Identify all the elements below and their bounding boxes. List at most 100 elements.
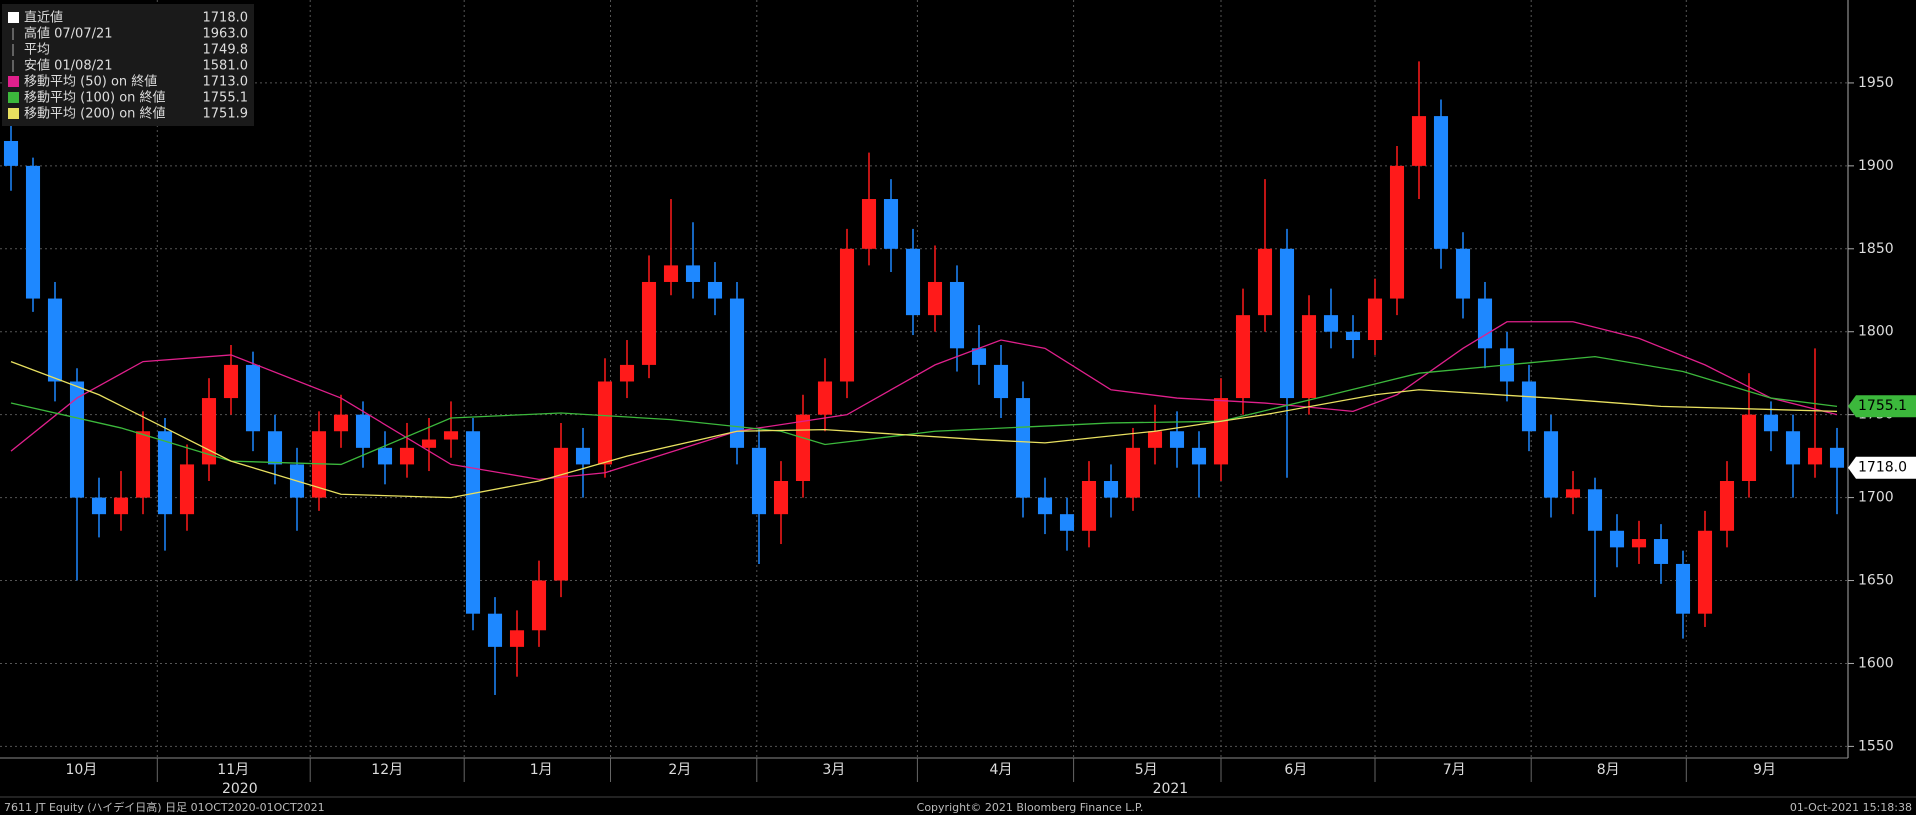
candle-body: [487, 613, 503, 647]
candle-body: [817, 381, 833, 415]
candle-body: [1367, 298, 1383, 341]
x-tick-label: 5月: [1135, 762, 1158, 778]
candle-body: [1037, 497, 1053, 515]
candle-body: [971, 348, 987, 365]
ma-line: [10, 360, 1838, 499]
x-tick-label: 3月: [822, 762, 845, 778]
legend-label: 高値 07/07/21: [24, 26, 113, 42]
year-label: 2020: [222, 781, 258, 797]
marks-layer: [3, 61, 1845, 695]
candle-body: [993, 364, 1009, 399]
y-tick-label: 1950: [1858, 75, 1894, 91]
candle-body: [1257, 248, 1273, 316]
legend-swatch: [8, 76, 19, 87]
candle-body: [1147, 431, 1163, 448]
candle-body: [465, 431, 481, 614]
candle-body: [25, 165, 41, 299]
candle-body: [1279, 248, 1295, 399]
candle-body: [1829, 447, 1845, 468]
grid-layer: [0, 0, 1848, 758]
candle-body: [1719, 481, 1735, 531]
candle-body: [927, 281, 943, 316]
candle-body: [1587, 489, 1603, 531]
price-tag-label: 1718.0: [1858, 460, 1907, 476]
x-tick-label: 1月: [530, 762, 553, 778]
y-tick-label: 1650: [1858, 573, 1894, 589]
price-tag-label: 1755.1: [1858, 398, 1907, 414]
candle-body: [47, 298, 63, 382]
candle-body: [1763, 414, 1779, 432]
candle-body: [509, 630, 525, 647]
candle-body: [245, 364, 261, 432]
candle-body: [399, 447, 415, 465]
legend-label: 移動平均 (200) on 終値: [24, 106, 166, 122]
candle-body: [553, 447, 569, 581]
candle-body: [1345, 331, 1361, 341]
candle-body: [179, 464, 195, 515]
candle-body: [355, 414, 371, 448]
candle-body: [905, 248, 921, 316]
candle-body: [1741, 414, 1757, 482]
candle-body: [949, 281, 965, 349]
price-tag-bg: [1848, 395, 1916, 418]
candle-body: [1213, 398, 1229, 465]
axis-layer: 15501600165017001750180018501900195010月1…: [65, 75, 1916, 797]
ma-line: [10, 355, 1838, 466]
candle-body: [597, 381, 613, 465]
legend-label: 移動平均 (100) on 終値: [24, 90, 166, 106]
x-tick-label: 2月: [668, 762, 691, 778]
candle-body: [1301, 315, 1317, 399]
candle-body: [883, 199, 899, 249]
legend-value: 1963.0: [203, 27, 249, 42]
candle-body: [1389, 165, 1405, 299]
candle-body: [91, 497, 107, 515]
legend-value: 1751.9: [203, 107, 249, 122]
legend-value: 1581.0: [203, 59, 249, 74]
legend-swatch: [8, 12, 19, 23]
candle-body: [773, 481, 789, 515]
candle-body: [443, 431, 459, 440]
x-tick-label: 6月: [1284, 762, 1307, 778]
y-tick-label: 1550: [1858, 738, 1894, 754]
legend-box: [2, 4, 254, 126]
y-tick-label: 1800: [1858, 324, 1894, 340]
candle-body: [1477, 298, 1493, 349]
candle-body: [377, 447, 393, 465]
candle-body: [311, 431, 327, 498]
legend-value: 1713.0: [203, 75, 249, 90]
candle-body: [421, 439, 437, 448]
price-tag-bg: [1848, 456, 1916, 479]
candle-body: [751, 447, 767, 515]
x-tick-label: 4月: [990, 762, 1013, 778]
candle-body: [1543, 431, 1559, 498]
candle-body: [641, 281, 657, 365]
candle-body: [113, 497, 129, 515]
legend-label: 平均: [24, 43, 50, 58]
candle-body: [3, 140, 19, 166]
candle-body: [135, 431, 151, 498]
footer-right: 01-Oct-2021 15:18:38: [1790, 801, 1912, 814]
candle-body: [1565, 489, 1581, 498]
candle-body: [707, 281, 723, 299]
candle-body: [333, 414, 349, 432]
y-tick-label: 1600: [1858, 655, 1894, 671]
candle-body: [1807, 447, 1823, 465]
candle-body: [619, 364, 635, 382]
legend: 直近値 1718.0 高値 07/07/21 1963.0 平均 1749.8 安値 01/…: [2, 4, 254, 126]
y-tick-label: 1700: [1858, 490, 1894, 506]
y-tick-label: 1900: [1858, 158, 1894, 174]
legend-label: 直近値: [24, 10, 63, 26]
candle-body: [1081, 481, 1097, 531]
legend-value: 1755.1: [203, 91, 249, 106]
candle-body: [1455, 248, 1471, 299]
candle-body: [1609, 530, 1625, 548]
footer-left: 7611 JT Equity (ハイデイ日高) 日足 01OCT2020-01O…: [4, 800, 325, 814]
candle-body: [1323, 315, 1339, 332]
candle-body: [1059, 514, 1075, 531]
candle-body: [1653, 539, 1669, 564]
candle-body: [575, 447, 591, 465]
year-label: 2021: [1153, 781, 1189, 797]
candle-body: [861, 199, 877, 249]
